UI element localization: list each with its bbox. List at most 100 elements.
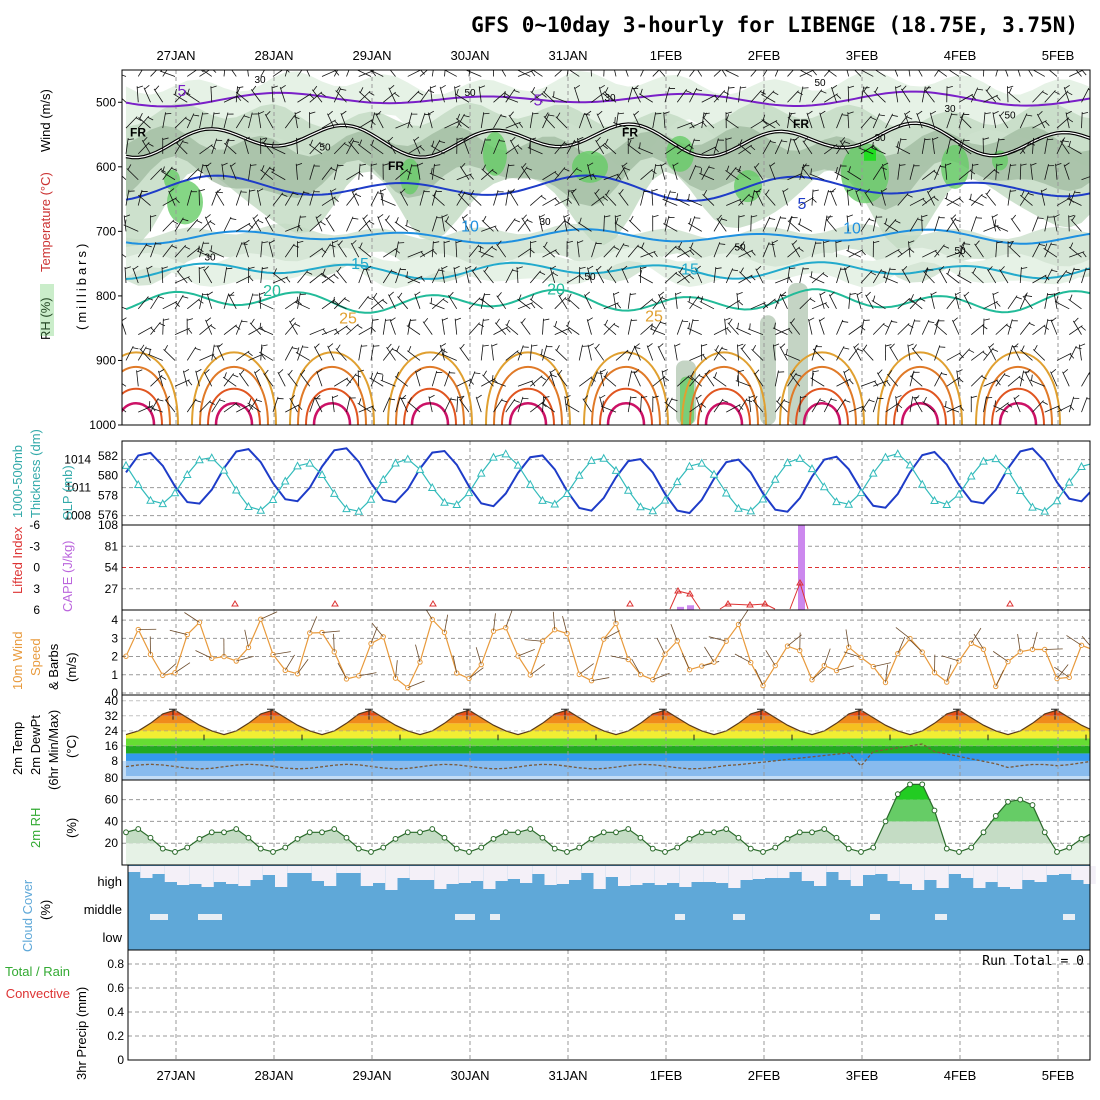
wind-barb: [370, 318, 374, 335]
wind-barb-flag: [728, 318, 733, 325]
wind-barb-flag: [848, 379, 854, 385]
wind-barb: [872, 396, 879, 413]
wind-barb: [215, 191, 225, 206]
wind-barb-flag: [510, 136, 516, 142]
wind-barb: [505, 144, 520, 155]
wind-barb-flag: [226, 61, 232, 62]
wind-barb-flag: [910, 294, 914, 300]
wind-barb-flag: [272, 166, 275, 173]
wind-barb-flag: [430, 167, 433, 174]
wind-barb-flag: [702, 121, 707, 127]
wind-barb: [808, 318, 813, 335]
wind-barb: [174, 116, 187, 129]
wind-barb-flag: [344, 298, 350, 302]
wind-barb: [676, 89, 688, 103]
wind-barb-flag: [665, 397, 669, 404]
wind-barb-flag: [543, 87, 548, 93]
rh-label: RH (%): [38, 297, 53, 340]
wind-barb-flag: [563, 142, 570, 146]
slp-point: [1040, 506, 1050, 515]
wind-barb-flag: [1007, 403, 1013, 408]
wind-barb: [138, 194, 151, 206]
wind-barb: [952, 319, 960, 335]
wind-barb-flag: [703, 112, 708, 119]
wind-barb: [431, 297, 445, 310]
wind-barb: [136, 370, 139, 387]
slp-point: [146, 495, 155, 504]
wind-barb-flag: [566, 240, 574, 244]
wind-barb: [516, 267, 519, 284]
wind-barb: [517, 302, 533, 310]
pressure-tick: 1000: [89, 418, 116, 432]
wind-barb-flag: [959, 64, 960, 70]
wind-barb: [876, 372, 886, 387]
contour-35: [305, 387, 359, 425]
wind-barb-flag: [303, 192, 310, 194]
wind-barb-flag: [855, 188, 862, 193]
wind-barb-flag: [509, 111, 514, 117]
wind-barb-flag: [847, 214, 853, 218]
wind-barb-flag: [622, 265, 628, 271]
wind-barb-flag: [147, 116, 154, 121]
contour-35: [122, 387, 163, 425]
wind-barb-flag: [824, 303, 830, 309]
wind-barb-flag: [939, 265, 945, 271]
wind-barb-flag: [441, 265, 448, 270]
wind-barb: [686, 198, 702, 206]
temp2m-label-a: 2m Temp: [10, 722, 25, 775]
wind-barb-flag: [772, 240, 778, 244]
wind-barb-flag: [615, 214, 622, 218]
wind-barb: [415, 370, 421, 387]
wind-barb-flag: [483, 319, 490, 321]
wind-barb: [848, 249, 864, 258]
wind-barb: [721, 70, 727, 77]
wind-barb-flag: [230, 162, 236, 167]
wind-barb: [331, 241, 335, 258]
wind-barb: [578, 266, 581, 284]
wind-barb: [357, 370, 360, 387]
wind-barb-flag: [514, 219, 521, 223]
slp-point: [783, 458, 792, 467]
wind-barb: [660, 164, 666, 180]
wind-barb-flag: [381, 374, 384, 381]
slp-point: [293, 461, 302, 470]
wind-barb-flag: [690, 242, 694, 249]
wind-barb-flag: [576, 168, 582, 172]
slp-point: [648, 506, 658, 515]
wind-barb: [517, 166, 528, 180]
wind-barb: [327, 113, 335, 129]
wind-barb: [860, 217, 870, 232]
slp-point: [354, 506, 364, 515]
wind-barb-flag: [483, 370, 487, 377]
wind-barb-flag: [890, 343, 895, 349]
wind-barb-flag: [812, 189, 819, 192]
wind-barb-flag: [526, 219, 533, 223]
wind-barb-flag: [408, 122, 413, 128]
wind-barb-flag: [470, 190, 475, 196]
bottom-date-label: 3FEB: [846, 1068, 879, 1083]
wind-barb-flag: [564, 395, 571, 399]
wind-barb-flag: [653, 251, 658, 257]
wind10-barb: [681, 653, 690, 670]
wind-barb-flag: [115, 87, 118, 92]
wind-barb: [872, 215, 877, 232]
wind-barb: [652, 320, 662, 335]
wind-barb: [599, 396, 605, 413]
cloud-high-gap: [899, 866, 912, 884]
wind-barb: [468, 70, 471, 77]
wind-barb-flag: [958, 198, 964, 203]
wind-barb: [1081, 87, 1090, 103]
wind-barb: [799, 297, 812, 310]
wind-barb: [223, 324, 237, 335]
wind-barb-flag: [443, 348, 445, 355]
wind-barb: [346, 171, 361, 181]
wind-barb-flag: [124, 214, 131, 218]
wind-barb: [824, 93, 838, 103]
wind-barb: [921, 267, 929, 284]
cloud-middle-gap: [455, 914, 475, 920]
wind-barb-flag: [769, 140, 777, 144]
wind10-barb: [517, 648, 535, 657]
wind-barb-flag: [516, 351, 523, 356]
cloud-high-gap: [973, 866, 986, 888]
wind-barb: [633, 371, 641, 387]
